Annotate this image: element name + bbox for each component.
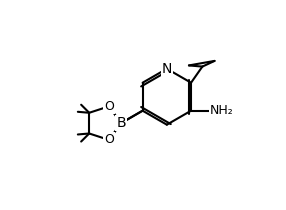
Text: B: B (116, 116, 126, 130)
Text: O: O (104, 133, 114, 146)
Text: N: N (162, 62, 172, 76)
Text: NH₂: NH₂ (210, 104, 233, 117)
Text: B: B (116, 116, 126, 130)
Text: O: O (104, 100, 114, 113)
